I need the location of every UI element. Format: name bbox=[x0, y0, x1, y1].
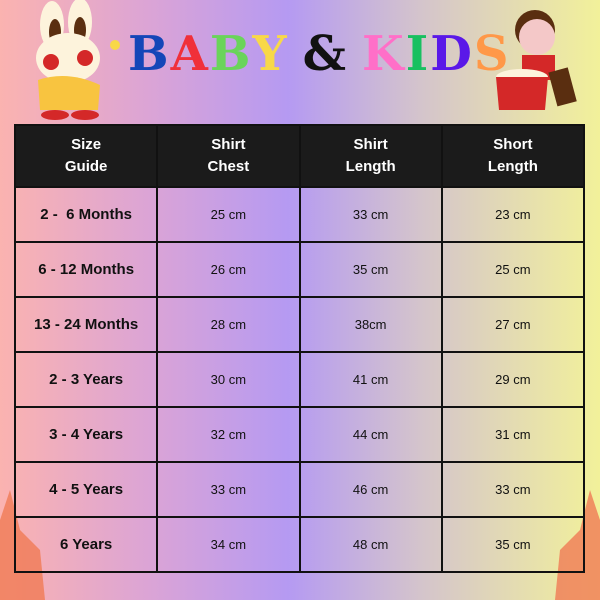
measurement-cell: 33 cm bbox=[298, 186, 443, 243]
table-row: 6 Years 34 cm 48 cm 35 cm bbox=[13, 516, 586, 573]
title-letter: B bbox=[209, 26, 253, 82]
measurement-cell: 28 cm bbox=[156, 296, 301, 353]
measurement-cell: 33 cm bbox=[440, 461, 586, 518]
measurement-cell: 33 cm bbox=[156, 461, 301, 518]
measurement-cell: 30 cm bbox=[156, 351, 301, 408]
column-header-line: Shirt bbox=[353, 136, 388, 153]
column-header: Short Length bbox=[440, 124, 586, 188]
measurement-cell: 32 cm bbox=[156, 406, 301, 463]
size-label-cell: 3 - 4 Years bbox=[13, 406, 159, 463]
measurement-cell: 44 cm bbox=[298, 406, 443, 463]
measurement-cell: 31 cm bbox=[440, 406, 586, 463]
drummer-boy-illustration bbox=[496, 10, 577, 110]
title-letter: B bbox=[128, 26, 171, 82]
measurement-cell: 41 cm bbox=[298, 351, 443, 408]
measurement-cell: 34 cm bbox=[156, 516, 301, 573]
column-header-line: Shirt bbox=[211, 136, 246, 153]
column-header-line: Guide bbox=[64, 158, 108, 175]
measurement-cell: 25 cm bbox=[156, 186, 301, 243]
brand-title: BABY & KIDS bbox=[128, 26, 509, 82]
measurement-cell: 25 cm bbox=[440, 241, 586, 298]
size-label-cell: 2 - 6 Months bbox=[13, 186, 159, 243]
column-header-line: Length bbox=[487, 158, 538, 175]
table-row: 2 - 6 Months 25 cm 33 cm 23 cm bbox=[13, 186, 586, 243]
measurement-cell: 27 cm bbox=[440, 296, 586, 353]
table-header-row: Size Guide Shirt Chest Shirt Length Short Lengt… bbox=[13, 124, 586, 188]
table-row: 4 - 5 Years 33 cm 46 cm 33 cm bbox=[13, 461, 586, 518]
table-row: 2 - 3 Years 30 cm 41 cm 29 cm bbox=[13, 351, 586, 408]
column-header-line: Length bbox=[345, 158, 396, 175]
column-header: Shirt Length bbox=[298, 124, 443, 188]
title-letter: A bbox=[170, 26, 210, 82]
title-letter: Y bbox=[252, 26, 289, 82]
column-header-line: Size bbox=[71, 136, 102, 153]
title-letter: K bbox=[362, 26, 406, 82]
measurement-cell: 35 cm bbox=[298, 241, 443, 298]
table-row: 6 - 12 Months 26 cm 35 cm 25 cm bbox=[13, 241, 586, 298]
size-label-cell: 6 Years bbox=[13, 516, 159, 573]
size-label-cell: 13 - 24 Months bbox=[13, 296, 159, 353]
size-label-cell: 2 - 3 Years bbox=[13, 351, 159, 408]
measurement-cell: 38cm bbox=[298, 296, 443, 353]
size-label-cell: 4 - 5 Years bbox=[13, 461, 159, 518]
size-label-cell: 6 - 12 Months bbox=[13, 241, 159, 298]
column-header-line: Short bbox=[493, 136, 533, 153]
measurement-cell: 35 cm bbox=[440, 516, 586, 573]
measurement-cell: 26 cm bbox=[156, 241, 301, 298]
column-header-line: Chest bbox=[207, 158, 250, 175]
table-row: 3 - 4 Years 32 cm 44 cm 31 cm bbox=[13, 406, 586, 463]
rabbit-illustration bbox=[36, 0, 120, 120]
measurement-cell: 48 cm bbox=[298, 516, 443, 573]
title-letter: I bbox=[405, 26, 431, 82]
title-letter: D bbox=[430, 26, 474, 82]
size-chart-table: Size Guide Shirt Chest Shirt Length Short Lengt… bbox=[13, 124, 586, 573]
column-header: Shirt Chest bbox=[156, 124, 301, 188]
measurement-cell: 46 cm bbox=[298, 461, 443, 518]
measurement-cell: 29 cm bbox=[440, 351, 586, 408]
table-row: 13 - 24 Months 28 cm 38cm 27 cm bbox=[13, 296, 586, 353]
column-header: Size Guide bbox=[13, 124, 159, 188]
title-letter: & bbox=[302, 26, 349, 82]
measurement-cell: 23 cm bbox=[440, 186, 586, 243]
